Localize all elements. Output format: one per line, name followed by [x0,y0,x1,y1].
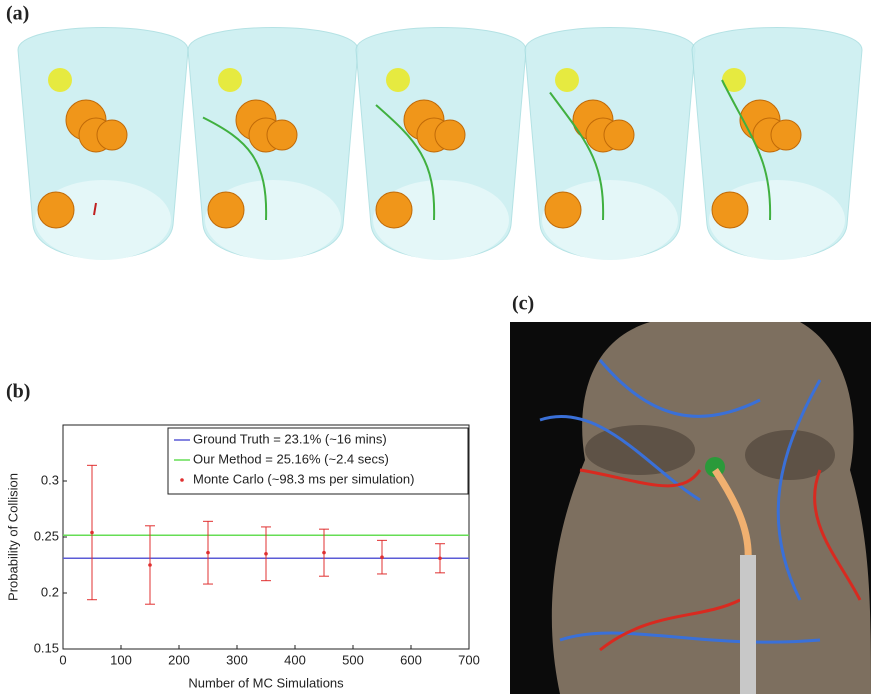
x-axis-label: Number of MC Simulations [188,675,344,690]
panel-label: (b) [6,381,30,403]
x-tick-label: 200 [168,652,190,667]
y-tick-label: 0.3 [41,472,59,487]
orange-sphere [604,120,634,150]
legend-label: Monte Carlo (~98.3 ms per simulation) [193,471,414,486]
y-tick-label: 0.2 [41,584,59,599]
point [438,556,442,560]
panel-label: (a) [6,3,29,25]
orange-sphere [208,192,244,228]
point [90,531,94,535]
point [206,551,210,555]
page: (a) (b) (c) 0 100 200 300 400 500 600 700 0.15 0.… [0,0,871,694]
x-tick-label: 400 [284,652,306,667]
orange-sphere [376,192,412,228]
point [264,552,268,556]
x-tick-label: 700 [458,652,480,667]
legend-label: Our Method = 25.16% (~2.4 secs) [193,451,389,466]
eye [745,430,835,480]
y-tick-label: 0.15 [34,640,59,655]
point [148,563,152,567]
orange-sphere [771,120,801,150]
panel-c [510,322,871,694]
orange-sphere [712,192,748,228]
x-tick-label: 300 [226,652,248,667]
yellow-sphere [555,68,579,92]
y-tick-label: 0.25 [34,528,59,543]
y-axis-label: Probability of Collision [5,473,20,601]
point [322,551,326,555]
orange-sphere [38,192,74,228]
orange-sphere [97,120,127,150]
panel-b: 0 100 200 300 400 500 600 700 0.15 0.2 0.25 0.3 Numb… [5,425,479,690]
head [552,322,871,694]
yellow-sphere [48,68,72,92]
probe [740,555,756,694]
orange-sphere [267,120,297,150]
point [380,555,384,559]
x-tick-label: 600 [400,652,422,667]
orange-sphere [545,192,581,228]
x-tick-label: 500 [342,652,364,667]
yellow-sphere [386,68,410,92]
panel-a [18,28,862,261]
yellow-sphere [218,68,242,92]
x-tick-label: 0 [59,652,66,667]
legend-label: Ground Truth = 23.1% (~16 mins) [193,431,387,446]
panel-label: (c) [512,293,534,315]
eye [585,425,695,475]
figure: (a) (b) (c) 0 100 200 300 400 500 600 700 0.15 0.… [0,0,871,694]
x-tick-label: 100 [110,652,132,667]
legend-swatch [180,478,184,482]
orange-sphere [435,120,465,150]
